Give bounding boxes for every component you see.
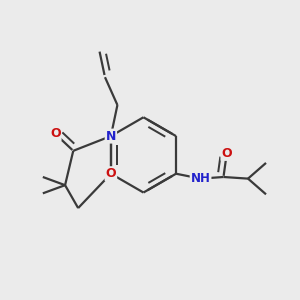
Text: NH: NH	[190, 172, 211, 185]
Text: O: O	[106, 167, 116, 180]
Text: N: N	[106, 130, 116, 142]
Text: O: O	[50, 127, 61, 140]
Text: O: O	[221, 147, 232, 160]
